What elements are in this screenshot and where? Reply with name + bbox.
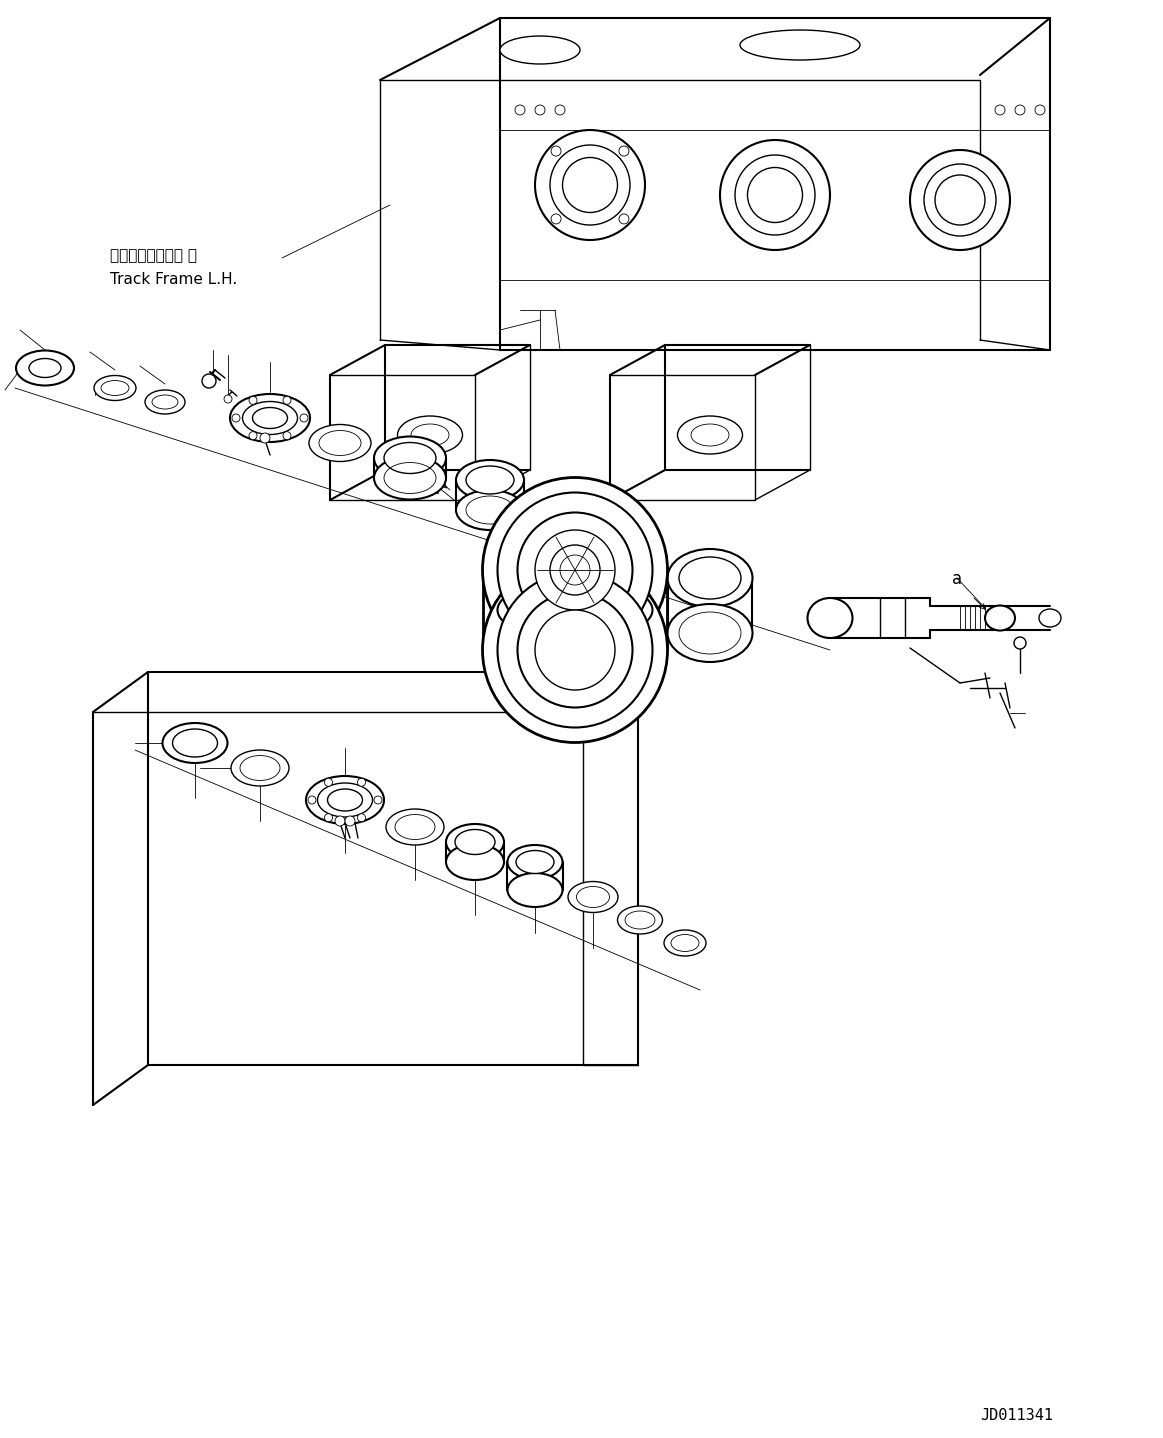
Ellipse shape bbox=[498, 580, 652, 640]
Circle shape bbox=[224, 395, 231, 403]
Ellipse shape bbox=[618, 906, 663, 935]
Circle shape bbox=[335, 815, 345, 825]
Ellipse shape bbox=[231, 751, 288, 787]
Circle shape bbox=[345, 815, 355, 825]
Ellipse shape bbox=[152, 395, 178, 408]
Ellipse shape bbox=[668, 604, 752, 661]
Ellipse shape bbox=[172, 729, 217, 756]
Ellipse shape bbox=[678, 416, 742, 454]
Ellipse shape bbox=[252, 407, 287, 429]
Ellipse shape bbox=[720, 139, 830, 250]
Ellipse shape bbox=[664, 930, 706, 956]
Circle shape bbox=[324, 814, 333, 821]
Ellipse shape bbox=[328, 789, 363, 811]
Ellipse shape bbox=[145, 390, 185, 414]
Ellipse shape bbox=[561, 555, 590, 585]
Ellipse shape bbox=[455, 830, 495, 854]
Text: トラックフレーム 左: トラックフレーム 左 bbox=[110, 247, 197, 263]
Ellipse shape bbox=[668, 549, 752, 607]
Ellipse shape bbox=[456, 490, 525, 531]
Ellipse shape bbox=[445, 824, 504, 860]
Ellipse shape bbox=[466, 466, 514, 495]
Ellipse shape bbox=[518, 592, 633, 707]
Ellipse shape bbox=[374, 437, 445, 479]
Ellipse shape bbox=[317, 784, 372, 817]
Text: Track Frame L.H.: Track Frame L.H. bbox=[110, 272, 237, 288]
Ellipse shape bbox=[319, 430, 361, 456]
Ellipse shape bbox=[240, 755, 280, 781]
Ellipse shape bbox=[230, 394, 311, 441]
Ellipse shape bbox=[483, 477, 668, 663]
Ellipse shape bbox=[507, 873, 563, 907]
Ellipse shape bbox=[735, 155, 815, 234]
Text: a: a bbox=[430, 480, 440, 498]
Ellipse shape bbox=[516, 850, 554, 873]
Ellipse shape bbox=[909, 150, 1009, 250]
Ellipse shape bbox=[498, 572, 652, 728]
Ellipse shape bbox=[398, 416, 463, 454]
Circle shape bbox=[1014, 637, 1026, 649]
Ellipse shape bbox=[550, 145, 630, 224]
Ellipse shape bbox=[985, 605, 1015, 630]
Ellipse shape bbox=[309, 424, 371, 462]
Ellipse shape bbox=[101, 381, 129, 395]
Circle shape bbox=[374, 797, 381, 804]
Circle shape bbox=[249, 397, 257, 404]
Ellipse shape bbox=[243, 401, 298, 434]
Ellipse shape bbox=[577, 886, 609, 907]
Ellipse shape bbox=[395, 814, 435, 840]
Ellipse shape bbox=[374, 456, 445, 499]
Circle shape bbox=[300, 414, 308, 421]
Ellipse shape bbox=[625, 912, 655, 929]
Circle shape bbox=[283, 397, 291, 404]
Ellipse shape bbox=[29, 358, 60, 378]
Ellipse shape bbox=[923, 164, 996, 236]
Ellipse shape bbox=[16, 351, 74, 385]
Ellipse shape bbox=[386, 810, 444, 846]
Circle shape bbox=[249, 431, 257, 440]
Circle shape bbox=[324, 778, 333, 787]
Circle shape bbox=[231, 414, 240, 421]
Circle shape bbox=[202, 374, 216, 388]
Ellipse shape bbox=[935, 175, 985, 224]
Ellipse shape bbox=[740, 30, 859, 60]
Ellipse shape bbox=[498, 492, 652, 647]
Ellipse shape bbox=[535, 129, 645, 240]
Ellipse shape bbox=[807, 598, 852, 638]
Ellipse shape bbox=[1039, 610, 1061, 627]
Ellipse shape bbox=[535, 610, 615, 690]
Ellipse shape bbox=[306, 777, 384, 824]
Text: a: a bbox=[952, 569, 962, 588]
Circle shape bbox=[283, 431, 291, 440]
Ellipse shape bbox=[679, 557, 741, 600]
Ellipse shape bbox=[550, 545, 600, 595]
Ellipse shape bbox=[163, 723, 228, 764]
Text: JD011341: JD011341 bbox=[980, 1408, 1053, 1424]
Ellipse shape bbox=[535, 531, 615, 610]
Circle shape bbox=[261, 433, 270, 443]
Ellipse shape bbox=[384, 443, 436, 473]
Ellipse shape bbox=[671, 935, 699, 952]
Ellipse shape bbox=[568, 881, 618, 913]
Circle shape bbox=[357, 814, 365, 821]
Ellipse shape bbox=[456, 460, 525, 500]
Ellipse shape bbox=[507, 846, 563, 879]
Circle shape bbox=[308, 797, 316, 804]
Ellipse shape bbox=[483, 558, 668, 742]
Ellipse shape bbox=[748, 167, 802, 223]
Ellipse shape bbox=[445, 844, 504, 880]
Ellipse shape bbox=[518, 512, 633, 627]
Circle shape bbox=[357, 778, 365, 787]
Ellipse shape bbox=[500, 36, 580, 65]
Ellipse shape bbox=[94, 375, 136, 401]
Text: a: a bbox=[398, 444, 408, 463]
Ellipse shape bbox=[563, 158, 618, 213]
